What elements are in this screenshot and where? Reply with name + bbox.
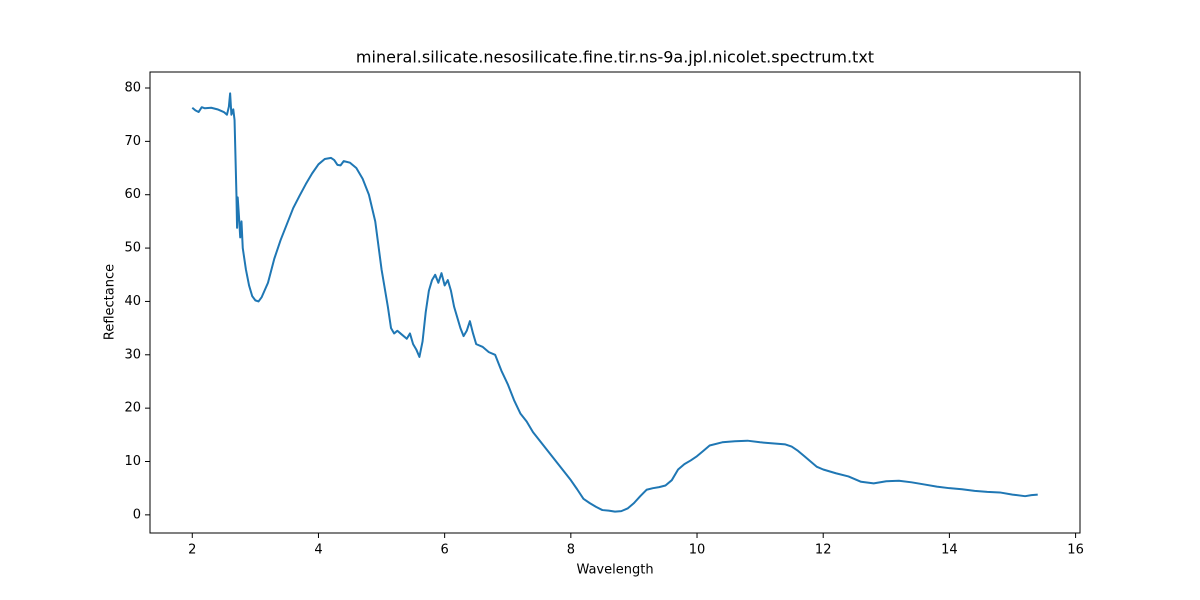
x-axis-label: Wavelength xyxy=(576,563,653,578)
y-tick-label: 10 xyxy=(124,454,141,469)
x-tick-label: 16 xyxy=(1067,543,1084,558)
y-axis-label: Reflectance xyxy=(103,264,118,340)
y-tick-label: 20 xyxy=(124,401,141,416)
plot-frame xyxy=(149,71,1081,534)
chart-title: mineral.silicate.nesosilicate.fine.tir.n… xyxy=(356,48,874,67)
y-tick-label: 0 xyxy=(133,507,141,522)
x-tick-label: 6 xyxy=(441,543,449,558)
x-tick-label: 8 xyxy=(567,543,575,558)
y-tick-label: 70 xyxy=(124,134,141,149)
x-tick-label: 2 xyxy=(188,543,196,558)
y-tick-label: 50 xyxy=(124,241,141,256)
x-tick-label: 10 xyxy=(689,543,706,558)
data-line xyxy=(191,92,1038,513)
x-tick-label: 12 xyxy=(815,543,832,558)
x-tick-label: 4 xyxy=(314,543,322,558)
y-tick-label: 60 xyxy=(124,187,141,202)
x-tick-label: 14 xyxy=(941,543,958,558)
y-tick-label: 80 xyxy=(124,81,141,96)
y-tick-label: 30 xyxy=(124,347,141,362)
y-tick-label: 40 xyxy=(124,294,141,309)
